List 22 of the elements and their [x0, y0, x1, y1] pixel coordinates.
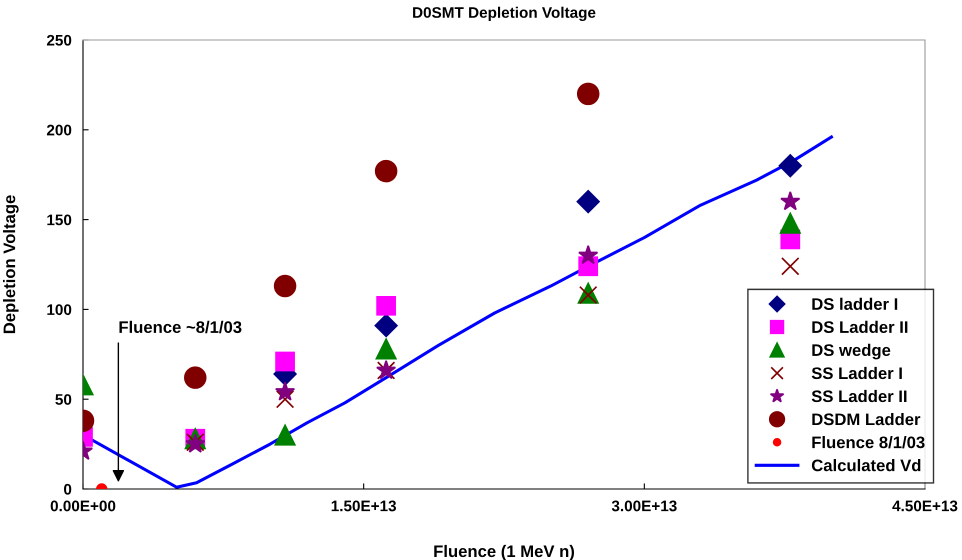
y-axis-title: Depletion Voltage: [3, 195, 19, 334]
y-tick-label: 0: [64, 484, 72, 495]
legend-label: DS Ladder II: [812, 320, 908, 333]
y-tick-label: 100: [47, 304, 72, 316]
legend-label: DSDM Ladder: [812, 412, 920, 426]
legend-label: DS wedge: [812, 344, 890, 360]
chart-title: D0SMT Depletion Voltage: [413, 6, 596, 22]
legend-label: DS ladder I: [812, 298, 898, 310]
y-tick-label: 250: [46, 34, 72, 46]
annotation: Fluence ~8/1/03: [119, 320, 242, 334]
legend-label: Calculated Vd: [812, 459, 920, 472]
y-tick-label: 150: [47, 214, 72, 226]
y-tick-label: 200: [46, 124, 72, 136]
x-tick-label: 1.50E+13: [332, 500, 396, 512]
x-tick-label: 3.00E+13: [612, 500, 677, 512]
x-tick-label: 0.00E+00: [50, 500, 116, 512]
legend-label: SS Ladder II: [812, 390, 906, 402]
x-tick-label: 4.50E+13: [892, 500, 958, 512]
x-axis-title: Fluence (1 MeV n): [434, 544, 574, 560]
legend-label: SS Ladder I: [812, 366, 902, 380]
y-tick-label: 50: [55, 394, 72, 405]
legend-label: Fluence 8/1/03: [812, 436, 925, 448]
